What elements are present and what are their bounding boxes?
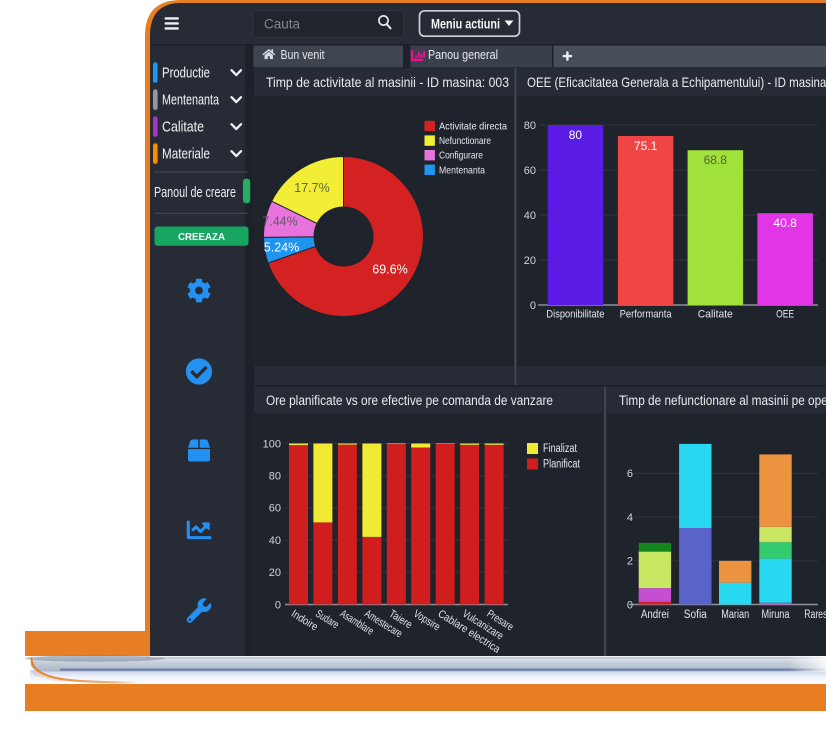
svg-text:7.44%: 7.44% [262,215,297,229]
svg-text:6: 6 [627,468,633,480]
svg-text:Finalizat: Finalizat [543,443,578,455]
svg-text:75.1: 75.1 [634,139,658,153]
svg-text:0: 0 [530,300,536,312]
svg-text:OEE: OEE [776,309,794,321]
svg-text:Andrei: Andrei [641,609,669,621]
svg-text:60: 60 [269,503,281,515]
svg-text:Mentenanta: Mentenanta [439,164,485,176]
svg-text:Calitate: Calitate [698,309,733,321]
svg-text:40: 40 [269,535,281,547]
svg-text:40.8: 40.8 [773,216,797,230]
svg-text:Panoul de creare: Panoul de creare [154,185,236,201]
svg-text:Timp de nefunctionare al masin: Timp de nefunctionare al masinii pe oper… [619,393,826,408]
svg-text:80: 80 [524,120,536,132]
svg-text:Nefunctionare: Nefunctionare [439,135,491,147]
svg-text:Productie: Productie [162,66,210,82]
svg-text:Configurare: Configurare [439,150,483,162]
svg-text:Mentenanta: Mentenanta [162,93,220,109]
svg-text:5.24%: 5.24% [264,241,299,255]
svg-text:Miruna: Miruna [762,609,790,621]
svg-text:2: 2 [627,556,633,568]
svg-text:Performanta: Performanta [620,309,673,321]
svg-text:Materiale: Materiale [162,147,210,163]
svg-text:Ore planificate vs ore efectiv: Ore planificate vs ore efective pe coman… [266,393,553,408]
svg-text:69.6%: 69.6% [372,263,407,277]
svg-text:80: 80 [269,471,281,483]
svg-text:Rares: Rares [804,609,826,621]
svg-text:80: 80 [569,128,583,142]
svg-text:0: 0 [275,599,281,611]
svg-text:Planificat: Planificat [543,459,581,471]
svg-text:Calitate: Calitate [162,120,204,136]
svg-text:CREEAZA: CREEAZA [178,231,225,243]
svg-text:4: 4 [627,512,633,524]
svg-text:Meniu actiuni: Meniu actiuni [431,16,500,31]
svg-text:20: 20 [269,567,281,579]
svg-text:Bun venit: Bun venit [281,47,325,62]
svg-text:17.7%: 17.7% [294,181,329,195]
svg-text:Disponibilitate: Disponibilitate [546,309,604,321]
svg-text:Panou general: Panou general [428,47,498,62]
svg-text:Timp de activitate al masinii: Timp de activitate al masinii - ID masin… [266,74,509,90]
svg-text:40: 40 [524,210,536,222]
svg-text:Sofia: Sofia [684,609,708,621]
svg-text:68.8: 68.8 [704,153,728,167]
svg-text:60: 60 [524,165,536,177]
svg-text:20: 20 [524,255,536,267]
svg-text:Cauta: Cauta [264,17,301,32]
svg-text:100: 100 [263,438,281,450]
svg-text:Marian: Marian [721,609,749,621]
svg-text:0: 0 [627,599,633,611]
svg-text:Activitate directa: Activitate directa [439,121,507,133]
svg-text:OEE (Eficacitatea Generala a E: OEE (Eficacitatea Generala a Echipamentu… [527,74,826,90]
